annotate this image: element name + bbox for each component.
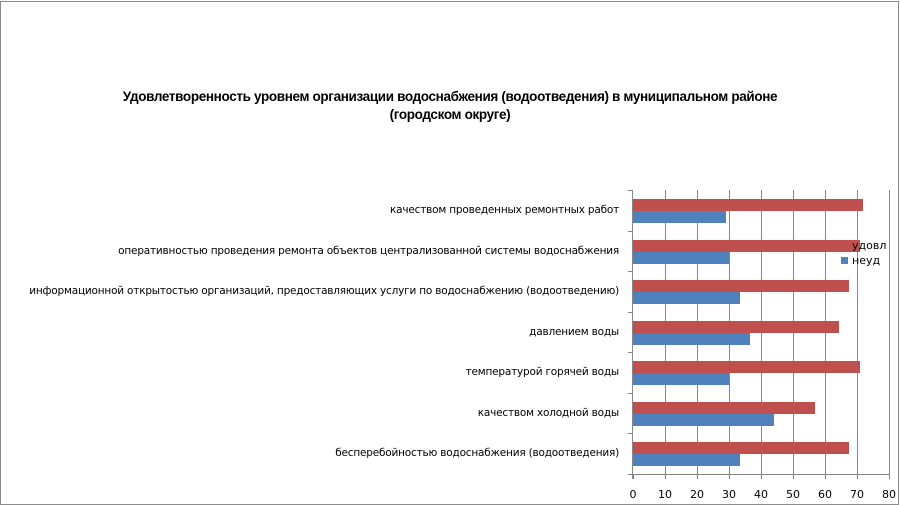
bar-neud xyxy=(633,251,729,264)
x-tick xyxy=(825,474,826,479)
bar-udovl xyxy=(633,199,864,211)
bar-neud xyxy=(633,454,741,467)
category-label: информационной открытостью организаций, … xyxy=(29,285,619,298)
category-label: оперативностью проведения ремонта объект… xyxy=(118,244,619,257)
y-tick xyxy=(628,311,633,313)
x-axis xyxy=(628,474,890,475)
x-tick xyxy=(761,474,762,479)
gridline xyxy=(857,190,858,474)
x-tick-label: 40 xyxy=(754,488,768,501)
x-tick-label: 80 xyxy=(882,488,896,501)
y-axis xyxy=(632,190,633,479)
x-tick-label: 20 xyxy=(690,488,704,501)
legend: удовл неуд xyxy=(838,238,886,268)
legend-swatch-neud xyxy=(841,257,848,264)
x-tick-label: 50 xyxy=(786,488,800,501)
legend-item-neud: неуд xyxy=(838,253,886,268)
y-tick xyxy=(628,230,633,232)
x-tick xyxy=(697,474,698,479)
bar-udovl xyxy=(633,401,816,414)
gridline xyxy=(889,190,890,474)
x-tick xyxy=(857,474,858,479)
x-tick-label: 70 xyxy=(850,488,864,501)
y-tick xyxy=(628,474,633,475)
x-tick xyxy=(729,474,730,479)
chart-title-line-2: (городском округе) xyxy=(389,107,511,122)
bar-udovl xyxy=(633,442,849,455)
legend-item-udovl: удовл xyxy=(838,238,886,253)
y-tick xyxy=(628,433,633,435)
bar-neud xyxy=(633,413,774,426)
y-tick xyxy=(628,190,633,191)
y-tick xyxy=(628,352,633,354)
category-label: бесперебойностью водоснабжения (водоотве… xyxy=(335,447,619,460)
x-tick-label: 0 xyxy=(629,488,637,501)
x-tick-label: 10 xyxy=(658,488,672,501)
legend-label-udovl: удовл xyxy=(852,239,887,252)
bar-neud xyxy=(633,211,726,223)
legend-swatch-udovl xyxy=(841,242,848,249)
x-tick xyxy=(633,474,634,479)
x-tick xyxy=(889,474,890,479)
x-tick-label: 30 xyxy=(722,488,736,501)
bar-neud xyxy=(633,373,729,386)
chart-title-line-1: Удовлетворенность уровнем организации во… xyxy=(122,89,778,104)
category-label: качеством проведенных ремонтных работ xyxy=(390,204,619,216)
category-label: температурой горячей воды xyxy=(465,366,620,379)
y-tick xyxy=(628,392,633,394)
x-tick xyxy=(665,474,666,479)
category-label: давлением воды xyxy=(529,325,619,338)
chart-title: Удовлетворенность уровнем организации во… xyxy=(60,88,840,124)
legend-label-neud: неуд xyxy=(852,254,881,267)
bar-udovl xyxy=(633,239,861,252)
x-tick xyxy=(793,474,794,479)
bar-udovl xyxy=(633,361,861,374)
bar-udovl xyxy=(633,280,849,293)
category-label: качеством холодной воды xyxy=(477,406,619,419)
bar-neud xyxy=(633,292,741,305)
x-tick-label: 60 xyxy=(818,488,832,501)
bar-udovl xyxy=(633,320,840,333)
y-tick xyxy=(628,271,633,273)
bar-neud xyxy=(633,332,750,345)
